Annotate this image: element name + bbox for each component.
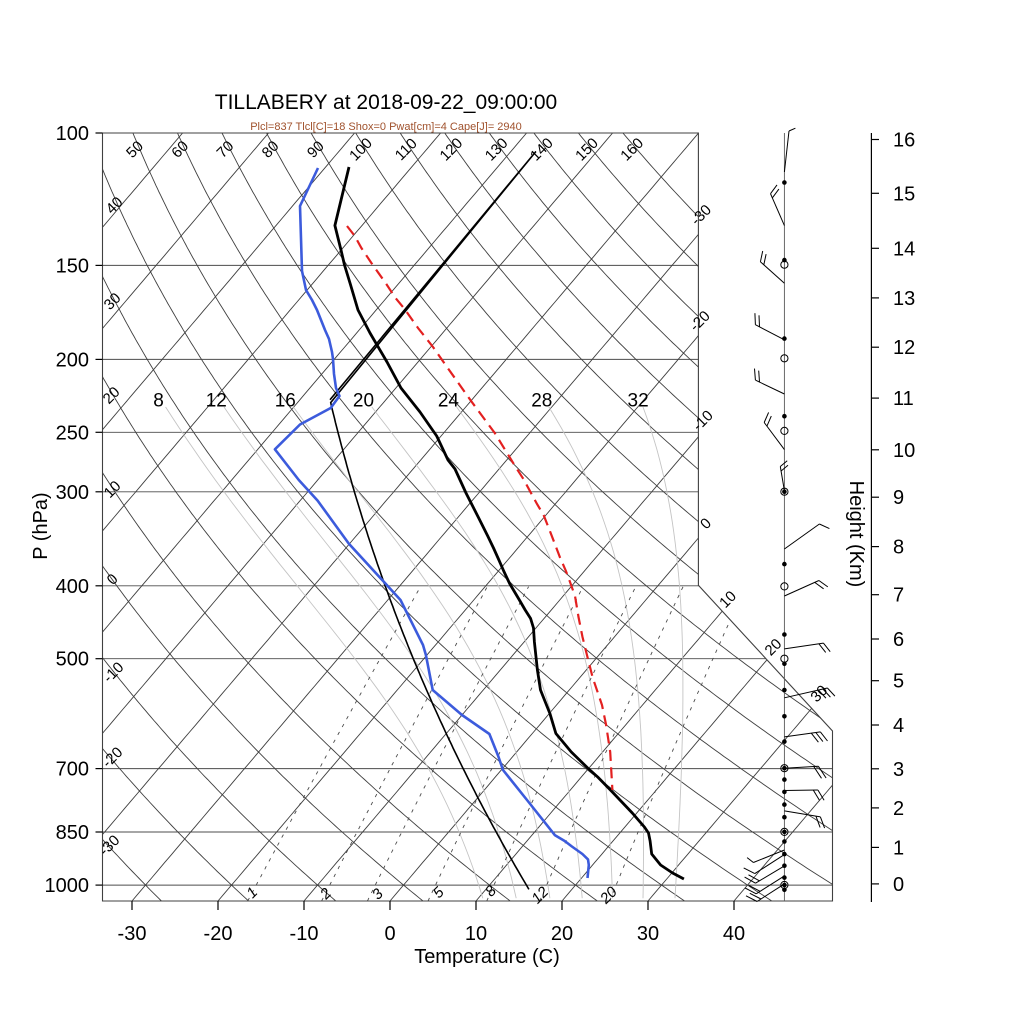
svg-text:400: 400 bbox=[56, 576, 89, 598]
svg-text:4: 4 bbox=[893, 715, 904, 737]
svg-text:10: 10 bbox=[893, 440, 915, 462]
svg-text:-10: -10 bbox=[290, 923, 319, 945]
svg-text:P (hPa): P (hPa) bbox=[30, 492, 52, 559]
svg-text:-30: -30 bbox=[118, 923, 147, 945]
svg-text:200: 200 bbox=[56, 349, 89, 371]
svg-text:9: 9 bbox=[893, 487, 904, 509]
svg-text:32: 32 bbox=[628, 390, 649, 411]
svg-text:8: 8 bbox=[893, 537, 904, 559]
svg-text:7: 7 bbox=[893, 585, 904, 607]
svg-text:Plcl=837 Tlcl[C]=18 Shox=0 Pwa: Plcl=837 Tlcl[C]=18 Shox=0 Pwat[cm]=4 Ca… bbox=[250, 121, 522, 133]
svg-text:100: 100 bbox=[56, 123, 89, 145]
svg-text:6: 6 bbox=[893, 629, 904, 651]
svg-text:150: 150 bbox=[56, 255, 89, 277]
svg-text:2: 2 bbox=[893, 798, 904, 820]
svg-text:5: 5 bbox=[893, 671, 904, 693]
svg-text:11: 11 bbox=[893, 388, 914, 410]
svg-text:12: 12 bbox=[893, 337, 915, 359]
svg-text:TILLABERY at 2018-09-22_09:00:: TILLABERY at 2018-09-22_09:00:00 bbox=[215, 91, 557, 114]
svg-text:1000: 1000 bbox=[45, 875, 90, 897]
svg-text:12: 12 bbox=[206, 390, 227, 411]
svg-text:Temperature (C): Temperature (C) bbox=[414, 946, 560, 968]
svg-text:8: 8 bbox=[153, 390, 164, 411]
svg-text:28: 28 bbox=[531, 390, 552, 411]
svg-text:16: 16 bbox=[893, 130, 915, 152]
svg-text:0: 0 bbox=[384, 923, 395, 945]
svg-text:20: 20 bbox=[551, 923, 573, 945]
svg-text:700: 700 bbox=[56, 759, 89, 781]
svg-text:Height (Km): Height (Km) bbox=[845, 481, 867, 588]
svg-text:1: 1 bbox=[893, 837, 904, 859]
svg-text:13: 13 bbox=[893, 288, 915, 310]
svg-text:3: 3 bbox=[893, 759, 904, 781]
svg-text:16: 16 bbox=[275, 390, 296, 411]
svg-text:300: 300 bbox=[56, 482, 89, 504]
svg-text:250: 250 bbox=[56, 422, 89, 444]
svg-text:40: 40 bbox=[723, 923, 745, 945]
svg-text:500: 500 bbox=[56, 649, 89, 671]
svg-text:30: 30 bbox=[637, 923, 659, 945]
svg-text:850: 850 bbox=[56, 822, 89, 844]
svg-text:-20: -20 bbox=[204, 923, 233, 945]
svg-text:20: 20 bbox=[353, 390, 374, 411]
svg-text:15: 15 bbox=[893, 183, 915, 205]
svg-text:10: 10 bbox=[465, 923, 487, 945]
svg-text:24: 24 bbox=[438, 390, 460, 411]
svg-text:0: 0 bbox=[893, 874, 904, 896]
svg-text:14: 14 bbox=[893, 238, 915, 260]
